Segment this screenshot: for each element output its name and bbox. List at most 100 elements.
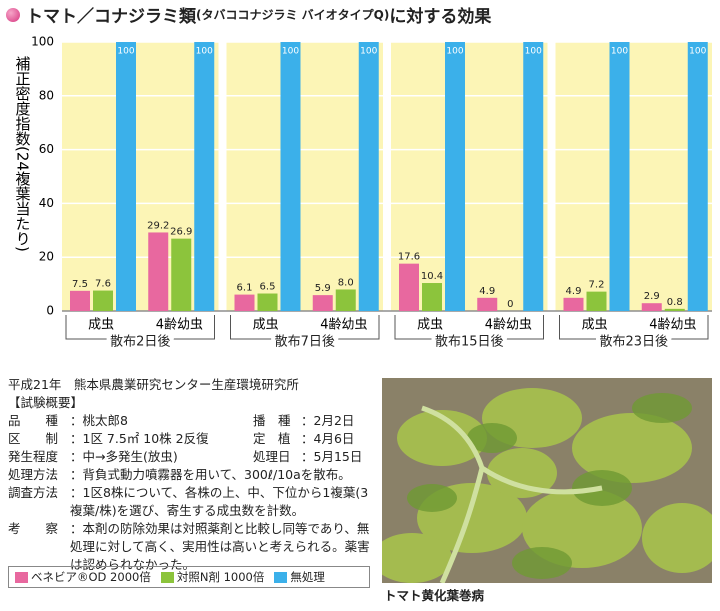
x-tick-label: 成虫 [253, 318, 279, 333]
legend-item: 無処理 [274, 569, 325, 585]
report-row: 処理方法 ：背負式動力噴霧器を用いて、300ℓ/10aを散布。 [8, 466, 373, 484]
group-background [555, 42, 712, 311]
report-label: 品 種 [8, 413, 59, 428]
report-value: ：5月15日 [301, 449, 363, 464]
value-label: 5.9 [315, 283, 331, 294]
value-label: 6.1 [237, 283, 253, 294]
title-sub: (タバココナジラミ バイオタイプQ) [196, 8, 390, 22]
group-background [62, 42, 219, 311]
report-value: ：中→多発生(放虫) [70, 449, 178, 464]
legend-label: ベネビア®OD 2000倍 [31, 570, 151, 584]
report-heading: 【試験概要】 [8, 395, 84, 410]
value-label: 10.4 [421, 271, 443, 282]
value-label: 100 [360, 47, 377, 57]
x-tick-label: 成虫 [88, 318, 114, 333]
bar [422, 283, 442, 311]
x-tick-label: 4齢幼虫 [485, 318, 532, 333]
report-cell: 発生程度 ：中→多発生(放虫) [8, 448, 253, 466]
report: 平成21年 熊本県農業研究センター生産環境研究所 【試験概要】品 種 ：桃太郎8 播 … [8, 376, 373, 574]
value-label: 100 [525, 47, 542, 57]
bar [148, 232, 169, 311]
report-row: 品 種 ：桃太郎8 播 種 ：2月2日 [8, 412, 373, 430]
report-row: 区 制 ：1区 7.5㎡ 10株 2反復 定 植 ：4月6日 [8, 430, 373, 448]
bar [609, 42, 630, 311]
group-bracket [559, 315, 709, 340]
value-label: 7.2 [589, 280, 605, 291]
report-source: 平成21年 熊本県農業研究センター生産環境研究所 [8, 377, 299, 392]
value-label: 2.9 [644, 291, 660, 302]
value-label: 6.5 [260, 282, 276, 293]
value-label: 7.5 [72, 279, 88, 290]
report-label: 処理日 [253, 449, 291, 464]
x-tick-label: 4齢幼虫 [320, 318, 367, 333]
x-tick-label: 4齢幼虫 [649, 318, 696, 333]
bar [477, 297, 498, 311]
report-cell: 処理日 ：5月15日 [253, 448, 362, 466]
group-label: 散布7日後 [275, 335, 335, 350]
group-bracket [65, 315, 215, 340]
y-tick-label: 60 [39, 142, 54, 156]
value-label: 4.9 [566, 286, 582, 297]
report-value: ：桃太郎8 [70, 413, 128, 428]
value-label: 100 [611, 47, 628, 57]
bar [194, 42, 215, 311]
group-label: 散布23日後 [599, 335, 668, 350]
value-label: 4.9 [479, 286, 495, 297]
report-row: 調査方法 ：1区8株について、各株の上、中、下位から1複葉(3複葉/株)を選び、寄… [8, 484, 373, 520]
report-cell: 品 種 ：桃太郎8 [8, 412, 253, 430]
report-label: 発生程度 [8, 449, 59, 464]
legend-label: 対照N剤 1000倍 [176, 570, 265, 584]
report-cell: 定 植 ：4月6日 [253, 430, 354, 448]
bar [687, 42, 708, 311]
x-tick-label: 成虫 [417, 318, 443, 333]
bar [93, 290, 113, 311]
title-icon [6, 7, 20, 22]
value-label: 0.8 [667, 297, 683, 308]
bar [312, 295, 333, 311]
report-label: 処理方法 [8, 467, 59, 482]
report-value: ：背負式動力噴霧器を用いて、300ℓ/10aを散布。 [70, 467, 351, 482]
bar [586, 291, 607, 311]
legend-item: 対照N剤 1000倍 [160, 569, 265, 585]
y-axis-label: 補正密度指数(24複葉当たり) [14, 56, 32, 252]
report-row: 発生程度 ：中→多発生(放虫) 処理日 ：5月15日 [8, 448, 373, 466]
group-bracket [394, 315, 544, 340]
bar [70, 290, 90, 311]
x-tick-label: 4齢幼虫 [156, 318, 203, 333]
value-label: 100 [689, 47, 706, 57]
group-label: 散布15日後 [435, 335, 504, 350]
legend-swatch [274, 572, 288, 583]
legend-swatch [160, 572, 174, 583]
report-value: ：本剤の防除効果は対照薬剤と比較し同等であり、無処理に対して高く、実用性は高いと… [70, 521, 370, 572]
report-value: ：2月2日 [301, 413, 355, 428]
value-label: 100 [282, 47, 299, 57]
x-tick-label: 成虫 [582, 318, 608, 333]
report-value: ：4月6日 [301, 431, 355, 446]
title: トマト／コナジラミ類 (タバココナジラミ バイオタイプQ) に対する効果 [6, 2, 491, 27]
report-cell: 播 種 ：2月2日 [253, 412, 354, 430]
group-label: 散布2日後 [110, 335, 170, 350]
value-label: 100 [446, 47, 463, 57]
photo [382, 378, 712, 583]
legend: ベネビア®OD 2000倍 対照N剤 1000倍 無処理 [8, 566, 370, 588]
bar [563, 297, 584, 311]
value-label: 100 [117, 47, 134, 57]
bar [399, 263, 419, 311]
y-tick-label: 0 [46, 304, 54, 318]
group-background [226, 42, 383, 311]
bar [257, 293, 278, 311]
bar [664, 308, 685, 311]
y-tick-label: 40 [39, 196, 54, 210]
legend-item: ベネビア®OD 2000倍 [15, 569, 151, 585]
title-end: に対する効果 [389, 7, 492, 27]
bar [358, 42, 379, 311]
report-row: 考 察 ：本剤の防除効果は対照薬剤と比較し同等であり、無処理に対して高く、実用性は… [8, 520, 373, 574]
group-bracket [230, 315, 380, 340]
bar [641, 303, 662, 311]
value-label: 29.2 [147, 220, 169, 231]
report-label: 区 制 [8, 431, 59, 446]
value-label: 8.0 [338, 277, 354, 288]
value-label: 100 [196, 47, 213, 57]
value-label: 0 [507, 299, 513, 310]
bar [280, 42, 301, 311]
